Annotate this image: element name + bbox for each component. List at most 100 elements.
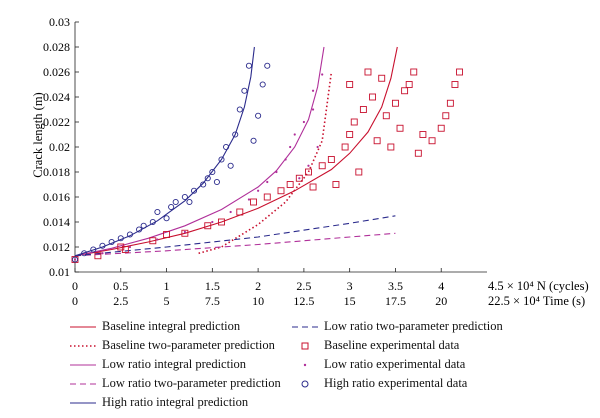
legend-swatch [70, 382, 96, 385]
x-tick-label-cycles: 2.5 [296, 279, 311, 293]
x-tick-label-cycles: 2 [255, 279, 261, 293]
series-line-low-ratio-two-parameter-prediction [74, 232, 396, 257]
legend-entry: Baseline integral prediction [70, 318, 240, 335]
x-tick-label-cycles: 4 [438, 279, 444, 293]
data-point-baseline [263, 193, 271, 201]
series-line-low-ratio-integral-prediction [74, 46, 325, 257]
data-point-low-ratio [321, 73, 324, 76]
legend-entry: Baseline experimental data [292, 337, 459, 354]
data-point-high-ratio [250, 137, 257, 144]
data-point-high-ratio [232, 131, 239, 138]
legend-swatch [70, 325, 96, 328]
data-point-baseline [327, 156, 335, 163]
data-point-baseline [341, 143, 349, 151]
data-point-high-ratio [218, 156, 225, 163]
data-point-baseline [117, 243, 125, 251]
legend-swatch [70, 344, 96, 347]
data-point-low-ratio [298, 177, 301, 180]
data-point-low-ratio [293, 133, 296, 136]
x-tick-label-cycles: 3 [347, 279, 353, 293]
legend-swatch [303, 363, 307, 366]
x-tick-label-time: 7.5 [205, 294, 220, 308]
data-point-high-ratio [168, 203, 175, 211]
data-point-baseline [277, 187, 285, 195]
legend-label: Low ratio two-parameter prediction [324, 319, 503, 333]
data-point-baseline [437, 124, 445, 132]
data-point-low-ratio [229, 210, 232, 214]
data-point-baseline [369, 93, 377, 101]
y-tick-label: 0.018 [43, 165, 70, 179]
legend-swatch [292, 325, 318, 328]
x-tick-label-time: 20 [435, 294, 447, 308]
data-point-high-ratio [126, 231, 133, 238]
axis-labels: Crack length (m) 4.5 × 10⁴ N (cycles) 22… [31, 92, 589, 308]
data-point-baseline [286, 181, 294, 188]
data-point-baseline [387, 143, 395, 151]
data-point-high-ratio [90, 246, 97, 253]
data-point-baseline [451, 81, 459, 88]
x-tick-label-time: 12.5 [293, 294, 314, 308]
legend-entry: High ratio experimental data [292, 375, 467, 392]
data-point-low-ratio [311, 108, 315, 111]
y-tick-label: 0.02 [49, 140, 70, 154]
data-point-high-ratio [149, 218, 156, 226]
data-point-high-ratio [186, 198, 193, 206]
data-point-high-ratio [172, 198, 179, 206]
y-tick-label: 0.016 [43, 190, 70, 204]
data-point-low-ratio [316, 145, 319, 149]
x-tick-label-time: 15 [344, 294, 356, 308]
data-point-baseline [410, 68, 418, 76]
data-point-high-ratio [245, 62, 253, 69]
legend-label: Low ratio experimental data [324, 357, 466, 371]
x-tick-label-cycles: 1 [164, 279, 170, 293]
legend-swatch [301, 342, 309, 349]
y-tick-label: 0.022 [43, 115, 70, 129]
data-point-baseline [446, 99, 454, 107]
legend-label: High ratio experimental data [324, 376, 468, 390]
data-point-baseline [295, 174, 303, 182]
data-point-high-ratio [209, 168, 216, 176]
data-point-baseline [350, 118, 358, 126]
data-point-baseline [373, 137, 381, 145]
x-axis-time-label: 22.5 × 10⁴ Time (s) [488, 294, 585, 308]
legend-swatch [301, 380, 309, 387]
legend-label: Baseline experimental data [324, 338, 460, 352]
data-point-baseline [419, 131, 427, 138]
y-tick-label: 0.03 [49, 15, 70, 29]
x-tick-label-time: 10 [252, 294, 264, 308]
data-point-baseline [382, 112, 390, 120]
legend-entry: Low ratio two-parameter prediction [292, 318, 503, 335]
data-point-baseline [391, 99, 399, 107]
data-point-baseline [236, 208, 244, 216]
x-tick-label-time: 5 [164, 294, 170, 308]
data-point-high-ratio [259, 81, 266, 88]
y-tick-label: 0.01 [49, 265, 70, 279]
legend-entry: Baseline two-parameter prediction [70, 337, 275, 354]
data-point-high-ratio [71, 256, 79, 263]
y-tick-label: 0.014 [43, 215, 70, 229]
data-point-baseline [250, 198, 257, 206]
data-point-low-ratio [101, 252, 104, 255]
x-tick-label-cycles: 1.5 [205, 279, 220, 293]
x-tick-label-cycles: 3.5 [388, 279, 403, 293]
x-tick-label-time: 0 [72, 294, 78, 308]
data-point-baseline [218, 218, 225, 226]
data-point-baseline [94, 252, 102, 260]
data-point-baseline [428, 137, 436, 145]
data-point-baseline [401, 87, 409, 95]
data-point-baseline [121, 246, 129, 253]
data-point-low-ratio [247, 198, 251, 201]
legend-label: Low ratio two-parameter prediction [102, 376, 281, 390]
axes: 0.01 0.012 0.014 0.016 0.018 0.02 0.022 0.024 0.… [43, 15, 487, 308]
y-tick-label: 0.028 [43, 40, 70, 54]
y-axis-label: Crack length (m) [31, 92, 45, 177]
data-point-high-ratio [181, 193, 188, 201]
legend-swatch [70, 401, 96, 404]
data-point-low-ratio [311, 89, 315, 92]
legend-entry: Low ratio two-parameter prediction [70, 375, 281, 392]
data-point-high-ratio [81, 250, 88, 257]
data-point-baseline [405, 81, 413, 88]
data-point-high-ratio [264, 62, 271, 69]
legend-entry: High ratio integral prediction [70, 394, 248, 411]
legend-entry: Low ratio experimental data [292, 356, 465, 373]
